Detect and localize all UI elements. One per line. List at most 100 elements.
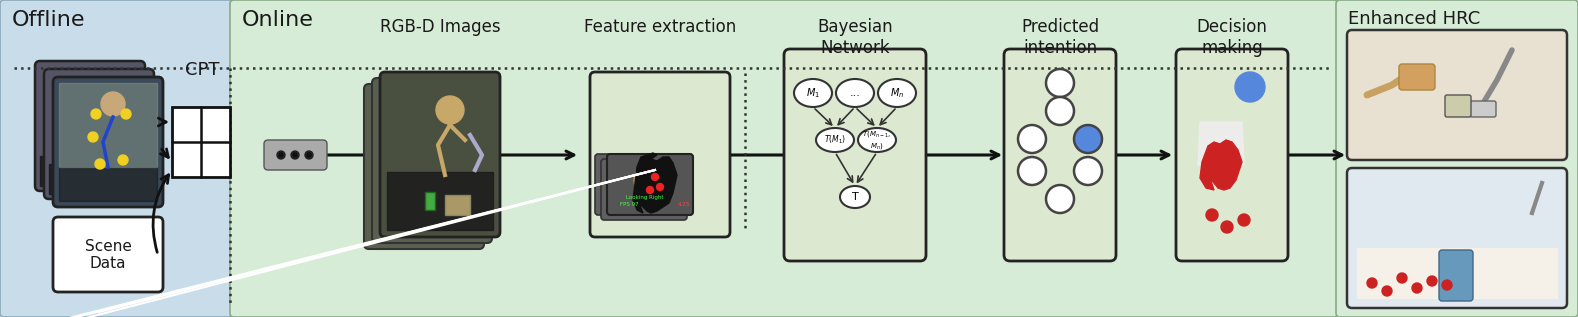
Text: FPS 97: FPS 97 (620, 203, 639, 208)
Circle shape (1382, 286, 1392, 296)
FancyBboxPatch shape (0, 0, 232, 317)
FancyBboxPatch shape (35, 61, 145, 191)
Circle shape (1397, 273, 1408, 283)
Text: T: T (852, 192, 858, 202)
FancyBboxPatch shape (230, 0, 1338, 317)
Text: Offline: Offline (13, 10, 85, 30)
FancyBboxPatch shape (54, 217, 163, 292)
Ellipse shape (794, 79, 832, 107)
Circle shape (122, 109, 131, 119)
FancyBboxPatch shape (608, 154, 693, 215)
Text: Scene
Data: Scene Data (85, 239, 131, 271)
Circle shape (1221, 221, 1232, 233)
FancyBboxPatch shape (1348, 168, 1567, 308)
Circle shape (95, 159, 106, 169)
Circle shape (1018, 125, 1046, 153)
Text: 4.25: 4.25 (679, 203, 690, 208)
FancyBboxPatch shape (1348, 30, 1567, 160)
Polygon shape (374, 194, 473, 239)
Polygon shape (387, 172, 492, 230)
Circle shape (1412, 283, 1422, 293)
FancyBboxPatch shape (1400, 64, 1434, 90)
Ellipse shape (877, 79, 915, 107)
Ellipse shape (816, 128, 854, 152)
Bar (424, 192, 436, 210)
Bar (445, 195, 470, 215)
FancyBboxPatch shape (264, 140, 327, 170)
Circle shape (290, 151, 298, 159)
FancyBboxPatch shape (380, 72, 500, 237)
Text: Looking Right: Looking Right (626, 195, 663, 199)
Circle shape (652, 173, 658, 180)
Circle shape (436, 96, 464, 124)
Polygon shape (1198, 122, 1243, 165)
FancyBboxPatch shape (1439, 250, 1472, 301)
Circle shape (634, 164, 666, 196)
Bar (172, 107, 230, 177)
FancyBboxPatch shape (784, 49, 926, 261)
Circle shape (1018, 157, 1046, 185)
Text: RGB-D Images: RGB-D Images (380, 18, 500, 36)
Circle shape (308, 153, 311, 157)
Ellipse shape (858, 128, 896, 152)
FancyBboxPatch shape (590, 72, 731, 237)
FancyBboxPatch shape (1004, 49, 1116, 261)
Text: Feature extraction: Feature extraction (584, 18, 735, 36)
FancyBboxPatch shape (1445, 95, 1471, 117)
Polygon shape (58, 83, 156, 167)
Polygon shape (1199, 140, 1242, 190)
Circle shape (1206, 209, 1218, 221)
FancyBboxPatch shape (1471, 101, 1496, 117)
Circle shape (294, 153, 297, 157)
Circle shape (279, 153, 282, 157)
Text: $T(M_{n-1},$
$M_n)$: $T(M_{n-1},$ $M_n)$ (863, 129, 892, 151)
Circle shape (1442, 280, 1452, 290)
Text: Enhanced HRC: Enhanced HRC (1348, 10, 1480, 28)
Circle shape (1236, 72, 1266, 102)
Circle shape (1075, 125, 1101, 153)
FancyBboxPatch shape (1176, 49, 1288, 261)
Text: $T(M_1)$: $T(M_1)$ (824, 134, 846, 146)
Text: Online: Online (241, 10, 314, 30)
Text: $M_n$: $M_n$ (890, 86, 904, 100)
Ellipse shape (836, 79, 874, 107)
Circle shape (1046, 185, 1075, 213)
Circle shape (92, 109, 101, 119)
Circle shape (88, 132, 98, 142)
FancyBboxPatch shape (601, 159, 686, 220)
Text: Bayesian
Network: Bayesian Network (817, 18, 893, 57)
Text: $M_1$: $M_1$ (806, 86, 821, 100)
FancyBboxPatch shape (1337, 0, 1578, 317)
Text: Looking Right: Looking Right (617, 179, 655, 184)
FancyBboxPatch shape (54, 77, 163, 207)
Text: Looking Right: Looking Right (623, 184, 661, 190)
Circle shape (656, 184, 663, 191)
Text: CPT: CPT (185, 61, 219, 79)
Text: Decision
making: Decision making (1196, 18, 1267, 57)
FancyBboxPatch shape (44, 69, 155, 199)
Circle shape (647, 186, 653, 193)
Circle shape (118, 155, 128, 165)
Circle shape (101, 92, 125, 116)
Circle shape (1046, 69, 1075, 97)
Circle shape (1046, 97, 1075, 125)
Polygon shape (49, 164, 148, 194)
Polygon shape (58, 167, 156, 201)
Polygon shape (633, 153, 677, 213)
Circle shape (1367, 278, 1378, 288)
Text: 4.25: 4.25 (664, 170, 675, 174)
Circle shape (1239, 214, 1250, 226)
Circle shape (278, 151, 286, 159)
Ellipse shape (839, 186, 869, 208)
Polygon shape (382, 188, 481, 233)
Circle shape (1075, 157, 1101, 185)
Text: ...: ... (849, 88, 860, 98)
Circle shape (1427, 276, 1438, 286)
FancyBboxPatch shape (365, 84, 484, 249)
Text: Predicted
intention: Predicted intention (1021, 18, 1098, 57)
FancyBboxPatch shape (372, 78, 492, 243)
Polygon shape (1357, 248, 1557, 298)
Text: 4.25: 4.25 (671, 174, 682, 179)
FancyBboxPatch shape (595, 154, 682, 215)
Circle shape (305, 151, 312, 159)
